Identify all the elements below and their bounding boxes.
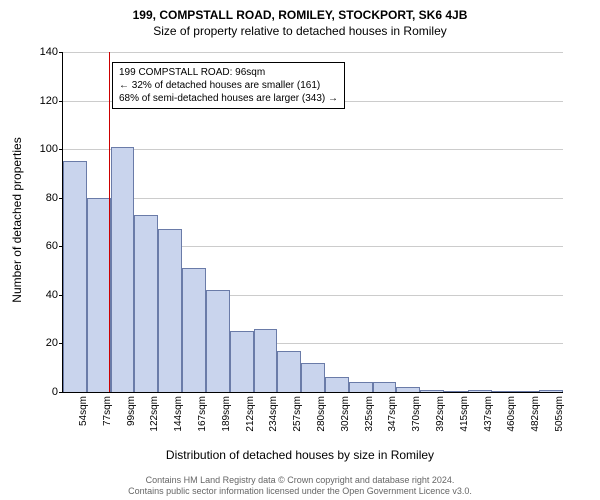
bar bbox=[349, 382, 373, 392]
annotation-line-2: ← 32% of detached houses are smaller (16… bbox=[119, 79, 338, 92]
ytick-label: 20 bbox=[18, 337, 58, 349]
bar bbox=[254, 329, 278, 392]
bar bbox=[301, 363, 325, 392]
xtick-label: 370sqm bbox=[411, 396, 422, 432]
xtick-label: 144sqm bbox=[173, 396, 184, 432]
bar bbox=[468, 390, 492, 392]
bar bbox=[444, 391, 468, 392]
bar bbox=[277, 351, 301, 392]
ytick-label: 60 bbox=[18, 240, 58, 252]
ytick-label: 100 bbox=[18, 143, 58, 155]
chart-container: 199, COMPSTALL ROAD, ROMILEY, STOCKPORT,… bbox=[0, 0, 600, 500]
xtick-label: 505sqm bbox=[554, 396, 565, 432]
x-axis-label: Distribution of detached houses by size … bbox=[0, 448, 600, 462]
bar bbox=[206, 290, 230, 392]
xtick-label: 257sqm bbox=[292, 396, 303, 432]
title-sub: Size of property relative to detached ho… bbox=[0, 22, 600, 42]
bar bbox=[492, 391, 516, 392]
ytick-label: 80 bbox=[18, 192, 58, 204]
ytick-label: 140 bbox=[18, 46, 58, 58]
xtick-label: 460sqm bbox=[506, 396, 517, 432]
y-axis-label: Number of detached properties bbox=[10, 137, 24, 302]
title-main: 199, COMPSTALL ROAD, ROMILEY, STOCKPORT,… bbox=[0, 0, 600, 22]
xtick-label: 212sqm bbox=[245, 396, 256, 432]
bar bbox=[134, 215, 158, 392]
annotation-box: 199 COMPSTALL ROAD: 96sqm ← 32% of detac… bbox=[112, 62, 345, 109]
reference-line bbox=[109, 52, 110, 392]
bar bbox=[420, 390, 444, 392]
xtick-label: 347sqm bbox=[387, 396, 398, 432]
bar bbox=[230, 331, 254, 392]
bar bbox=[515, 391, 539, 392]
xtick-label: 167sqm bbox=[197, 396, 208, 432]
xtick-label: 280sqm bbox=[316, 396, 327, 432]
ytick-label: 40 bbox=[18, 289, 58, 301]
annotation-line-1: 199 COMPSTALL ROAD: 96sqm bbox=[119, 66, 338, 79]
xtick-label: 415sqm bbox=[459, 396, 470, 432]
ytick-label: 120 bbox=[18, 95, 58, 107]
ytick-label: 0 bbox=[18, 386, 58, 398]
xtick-label: 482sqm bbox=[530, 396, 541, 432]
xtick-label: 189sqm bbox=[221, 396, 232, 432]
xtick-label: 325sqm bbox=[364, 396, 375, 432]
xtick-label: 99sqm bbox=[126, 396, 137, 426]
bar bbox=[396, 387, 420, 392]
bar bbox=[87, 198, 111, 392]
bar bbox=[63, 161, 87, 392]
xtick-label: 122sqm bbox=[149, 396, 160, 432]
chart-area: 020406080100120140 54sqm77sqm99sqm122sqm… bbox=[62, 52, 562, 392]
xtick-label: 392sqm bbox=[435, 396, 446, 432]
annotation-line-3: 68% of semi-detached houses are larger (… bbox=[119, 92, 338, 105]
xtick-label: 437sqm bbox=[483, 396, 494, 432]
bar bbox=[325, 377, 349, 392]
footer-line-1: Contains HM Land Registry data © Crown c… bbox=[0, 475, 600, 487]
ytick-mark bbox=[59, 392, 63, 393]
bar bbox=[158, 229, 182, 392]
xtick-label: 54sqm bbox=[78, 396, 89, 426]
footer-line-2: Contains public sector information licen… bbox=[0, 486, 600, 498]
bar bbox=[111, 147, 135, 392]
bar bbox=[182, 268, 206, 392]
bar bbox=[539, 390, 563, 392]
bar bbox=[373, 382, 397, 392]
xtick-label: 77sqm bbox=[102, 396, 113, 426]
footer: Contains HM Land Registry data © Crown c… bbox=[0, 475, 600, 498]
xtick-label: 302sqm bbox=[340, 396, 351, 432]
xtick-label: 234sqm bbox=[268, 396, 279, 432]
